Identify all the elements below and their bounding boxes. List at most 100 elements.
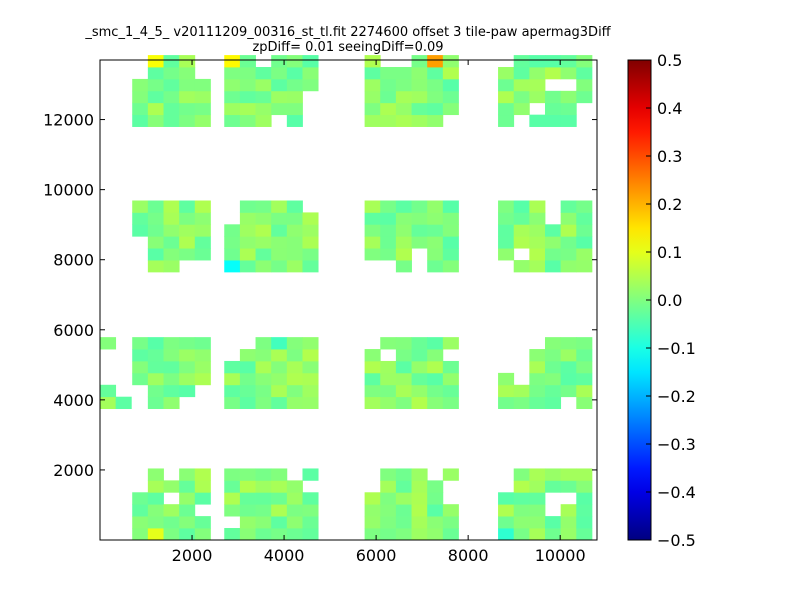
- heatmap-cell: [545, 67, 562, 80]
- heatmap-cell: [286, 528, 303, 541]
- heatmap-cell: [179, 212, 196, 225]
- heatmap-cell: [255, 114, 272, 127]
- heatmap-cell: [163, 384, 180, 398]
- heatmap-cell: [380, 212, 397, 225]
- x-tick-label: 2000: [172, 546, 213, 565]
- heatmap-cell: [395, 224, 412, 237]
- heatmap-cell: [163, 200, 180, 213]
- heatmap-cell: [179, 200, 196, 213]
- heatmap-cell: [498, 114, 515, 127]
- heatmap-cell: [271, 67, 288, 80]
- heatmap-cell: [179, 372, 196, 386]
- heatmap-cell: [498, 384, 515, 398]
- heatmap-cell: [380, 528, 397, 541]
- heatmap-cell: [239, 360, 256, 374]
- y-tick-label: 10000: [43, 181, 94, 200]
- heatmap-cell: [364, 55, 381, 68]
- heatmap-cell: [395, 212, 412, 225]
- y-axis: 2000 4000 6000 8000 10000 12000: [43, 111, 597, 480]
- heatmap-cell: [132, 349, 149, 362]
- heatmap-cell: [132, 492, 149, 505]
- heatmap-cell: [411, 67, 428, 80]
- heatmap-cell: [255, 384, 272, 398]
- heatmap-cell: [395, 528, 412, 541]
- heatmap-cell: [286, 67, 303, 80]
- heatmap-cell: [147, 528, 164, 541]
- heatmap-cell: [576, 528, 593, 541]
- heatmap-cell: [271, 90, 288, 104]
- heatmap-cell: [427, 248, 444, 261]
- heatmap-cell: [442, 528, 459, 541]
- heatmap-cell: [364, 528, 381, 541]
- heatmap-cell: [411, 236, 428, 249]
- heatmap-cell: [364, 90, 381, 104]
- heatmap-cell: [224, 480, 241, 493]
- heatmap-cell: [545, 480, 562, 493]
- heatmap-cell: [286, 384, 303, 398]
- heatmap-cell: [560, 372, 577, 386]
- heatmap-cell: [529, 78, 546, 92]
- heatmap-cell: [163, 90, 180, 104]
- plot-area-frame: [99, 59, 598, 541]
- heatmap-cell: [442, 360, 459, 374]
- heatmap-cell: [286, 90, 303, 104]
- heatmap-cell: [395, 468, 412, 481]
- heatmap-cell: [395, 492, 412, 505]
- heatmap-cell: [364, 200, 381, 213]
- heatmap-cell: [442, 468, 459, 481]
- heatmap-cell: [442, 337, 459, 350]
- colorbar-tick-label: −0.2: [657, 387, 696, 406]
- heatmap-cell: [411, 480, 428, 493]
- heatmap-cell: [147, 90, 164, 104]
- heatmap-cell: [271, 260, 288, 273]
- heatmap-cell: [545, 468, 562, 481]
- heatmap-cell: [132, 372, 149, 386]
- heatmap-cell: [100, 396, 117, 410]
- heatmap-cell: [147, 224, 164, 237]
- heatmap-cell: [224, 384, 241, 398]
- heatmap-cell: [411, 212, 428, 225]
- heatmap-cell: [529, 114, 546, 127]
- chart-title-line-1: _smc_1_4_5_ v20111209_00316_st_tl.fit 22…: [85, 25, 611, 40]
- heatmap-cell: [286, 337, 303, 350]
- heatmap-cell: [560, 504, 577, 517]
- heatmap-cell: [271, 102, 288, 116]
- heatmap-cell: [529, 224, 546, 237]
- heatmap-cell: [395, 504, 412, 517]
- heatmap-cell: [163, 349, 180, 362]
- heatmap-cell: [163, 67, 180, 80]
- heatmap-cell: [147, 260, 164, 273]
- heatmap-cell: [498, 372, 515, 386]
- heatmap-cell: [286, 55, 303, 68]
- heatmap-cell: [395, 67, 412, 80]
- heatmap-cell: [545, 90, 562, 104]
- heatmap-cell: [239, 55, 256, 68]
- heatmap-cell: [224, 396, 241, 410]
- heatmap-cell: [560, 468, 577, 481]
- heatmap-cell: [194, 528, 211, 541]
- heatmap-cell: [239, 114, 256, 127]
- heatmap-cell: [380, 200, 397, 213]
- heatmap-cell: [147, 200, 164, 213]
- colorbar-tick-label: −0.4: [657, 483, 696, 502]
- heatmap-cell: [271, 384, 288, 398]
- heatmap-cell: [442, 236, 459, 249]
- heatmap-cell: [395, 384, 412, 398]
- heatmap-cell: [286, 224, 303, 237]
- heatmap-cell: [239, 468, 256, 481]
- heatmap-cell: [529, 67, 546, 80]
- heatmap-cell: [380, 102, 397, 116]
- heatmap-cell: [255, 528, 272, 541]
- y-tick-label: 4000: [53, 391, 94, 410]
- heatmap-cell: [513, 480, 530, 493]
- heatmap-cell: [239, 492, 256, 505]
- heatmap-cell: [364, 102, 381, 116]
- heatmap-cell: [132, 212, 149, 225]
- heatmap-cell: [380, 480, 397, 493]
- heatmap-cell: [380, 114, 397, 127]
- heatmap-cell: [239, 384, 256, 398]
- heatmap-cell: [302, 349, 319, 362]
- heatmap-cell: [395, 260, 412, 273]
- heatmap-cell: [411, 372, 428, 386]
- heatmap-cell: [513, 55, 530, 68]
